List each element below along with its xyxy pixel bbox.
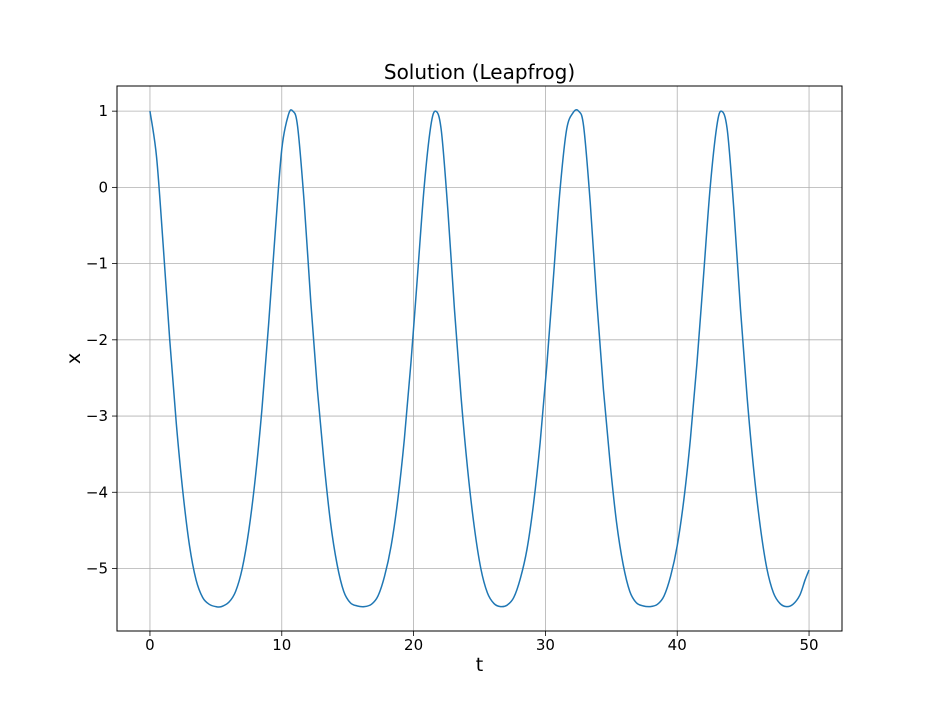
x-tick-label: 50 (799, 636, 818, 654)
y-tick-label: −1 (86, 255, 108, 273)
x-tick-label: 30 (536, 636, 555, 654)
x-tick-label: 10 (272, 636, 291, 654)
x-axis-label: t (476, 654, 483, 676)
series-line-0 (149, 109, 810, 608)
y-tick-label: 0 (98, 178, 108, 196)
y-tick-label: −5 (86, 559, 108, 577)
x-tick-label: 0 (145, 636, 155, 654)
chart-title: Solution (Leapfrog) (384, 60, 575, 84)
grid (117, 86, 842, 631)
y-tick-label: 1 (98, 102, 108, 120)
y-tick-label: −3 (86, 407, 108, 425)
y-tick-label: −2 (86, 331, 108, 349)
x-tick-label: 40 (668, 636, 687, 654)
y-axis-label: x (63, 353, 85, 364)
plot-lines (149, 109, 810, 608)
plot-frame (116, 85, 843, 632)
x-tick-label: 20 (404, 636, 423, 654)
y-tick-label: −4 (86, 483, 108, 501)
